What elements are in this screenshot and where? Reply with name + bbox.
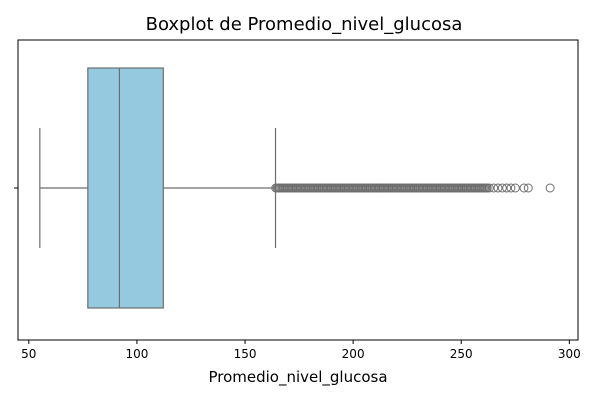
outlier-point (519, 183, 529, 193)
outlier-point (510, 183, 520, 193)
x-axis-label: Promedio_nivel_glucosa (208, 368, 387, 387)
chart-title: Boxplot de Promedio_nivel_glucosa (146, 14, 463, 35)
x-tick-label: 150 (234, 347, 257, 361)
x-tick-label: 50 (21, 347, 36, 361)
x-tick-label: 200 (342, 347, 365, 361)
outlier-point (502, 183, 512, 193)
x-tick-label: 300 (558, 347, 581, 361)
plot-frame (17, 39, 579, 341)
outlier-point (497, 183, 507, 193)
outlier-point (482, 183, 492, 193)
x-tick-label: 100 (125, 347, 148, 361)
iqr-box (87, 67, 164, 309)
outlier-point (506, 183, 516, 193)
outlier-point (484, 183, 494, 193)
outlier-point (493, 183, 503, 193)
outlier-point (545, 183, 555, 193)
x-tick-label: 250 (450, 347, 473, 361)
outlier-group (271, 183, 555, 193)
outlier-point (489, 183, 499, 193)
x-axis: 50 100 150 200 250 300 (21, 340, 581, 361)
box-group (39, 67, 277, 309)
outlier-point (523, 183, 533, 193)
